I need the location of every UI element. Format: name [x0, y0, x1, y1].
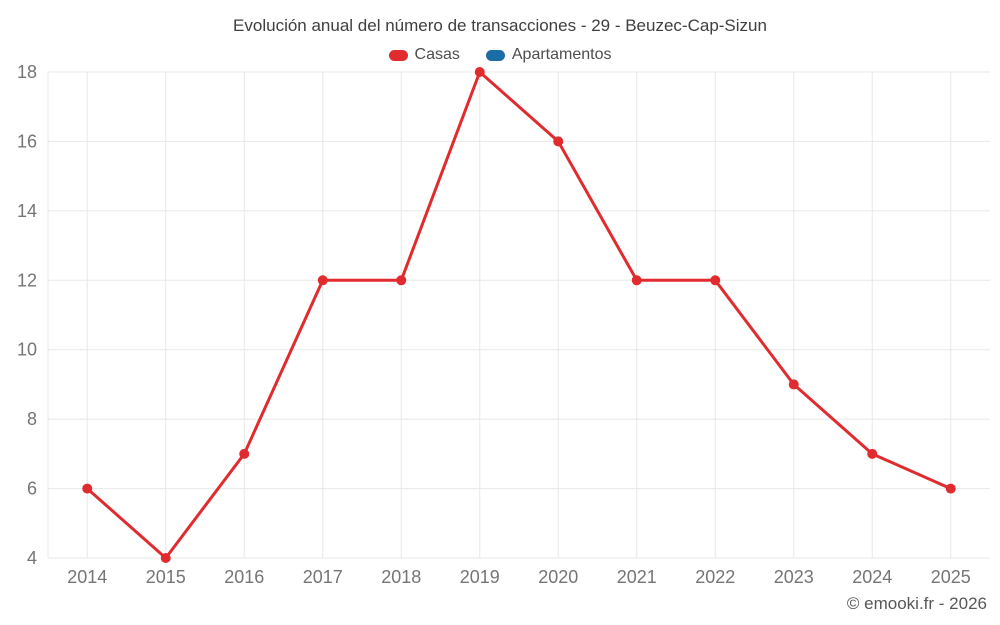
x-axis-tick-label: 2022 — [695, 567, 735, 587]
x-axis-tick-label: 2014 — [67, 567, 107, 587]
data-point-casas — [239, 448, 250, 459]
legend-item-apartamentos[interactable]: Apartamentos — [485, 46, 612, 64]
y-axis-tick-label: 10 — [17, 340, 37, 360]
y-axis-tick-label: 16 — [17, 131, 37, 151]
y-axis-tick-label: 12 — [17, 270, 37, 290]
x-axis-tick-label: 2021 — [617, 567, 657, 587]
y-axis-tick-label: 14 — [17, 201, 37, 221]
data-point-casas — [160, 553, 171, 563]
series-line-casas — [85, 70, 953, 560]
data-point-casas — [553, 136, 564, 147]
x-axis-tick-label: 2018 — [381, 567, 421, 587]
y-axis-tick-label: 18 — [17, 62, 37, 82]
data-point-casas — [82, 483, 93, 494]
data-point-casas — [317, 275, 328, 286]
data-point-casas — [710, 275, 721, 286]
legend-label-apartamentos: Apartamentos — [511, 46, 612, 63]
data-point-casas — [396, 275, 407, 286]
y-axis-tick-label: 6 — [27, 479, 37, 499]
x-axis-tick-label: 2017 — [303, 567, 343, 587]
y-axis-tick-label: 8 — [27, 409, 37, 429]
data-point-casas — [788, 379, 799, 390]
y-axis-tick-label: 4 — [27, 548, 37, 568]
data-point-casas — [945, 483, 956, 494]
legend-label-casas: Casas — [414, 46, 460, 63]
x-axis-tick-label: 2015 — [146, 567, 186, 587]
x-axis-tick-label: 2024 — [852, 567, 892, 587]
legend-swatch-casas-icon — [388, 49, 408, 61]
chart-legend: Casas Apartamentos — [0, 46, 1000, 64]
legend-item-casas[interactable]: Casas — [388, 46, 460, 64]
x-axis-tick-label: 2023 — [774, 567, 814, 587]
data-point-casas — [631, 275, 642, 286]
data-point-casas — [867, 448, 878, 459]
chart-footer-credit: © emooki.fr - 2026 — [846, 594, 987, 613]
data-point-casas — [474, 67, 485, 77]
x-axis-tick-label: 2019 — [460, 567, 500, 587]
x-axis-tick-label: 2016 — [224, 567, 264, 587]
x-axis-tick-label: 2025 — [931, 567, 971, 587]
legend-swatch-apartamentos-icon — [485, 49, 505, 61]
chart-title: Evolución anual del número de transaccio… — [233, 16, 767, 35]
x-axis-tick-label: 2020 — [538, 567, 578, 587]
